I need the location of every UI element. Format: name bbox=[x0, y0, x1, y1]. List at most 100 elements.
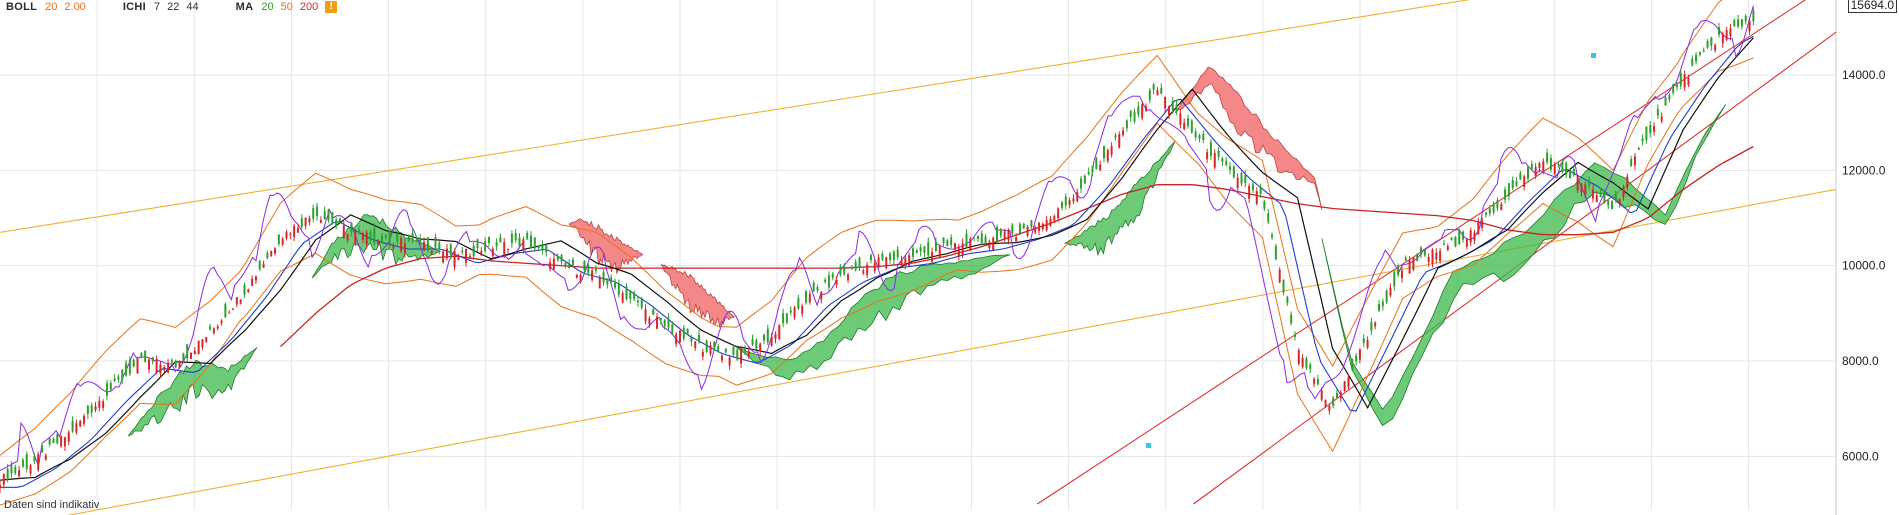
warning-icon[interactable]: ! bbox=[325, 1, 338, 13]
trend-channels bbox=[0, 0, 1837, 515]
candle-body bbox=[1339, 392, 1342, 399]
candle-body bbox=[526, 232, 529, 240]
candle-body bbox=[640, 298, 643, 308]
candle-body bbox=[877, 257, 880, 268]
kijun-line bbox=[0, 37, 1754, 481]
candle-body bbox=[602, 272, 605, 283]
legend-boll-period: 20 bbox=[45, 1, 58, 13]
candle-body bbox=[1068, 200, 1071, 205]
candle-body bbox=[529, 235, 532, 249]
candle-body bbox=[1477, 221, 1480, 235]
candle-body bbox=[514, 233, 517, 241]
candle-body bbox=[98, 400, 101, 408]
candle-body bbox=[686, 329, 689, 335]
candle-body bbox=[1496, 200, 1499, 209]
candle-body bbox=[1420, 247, 1423, 255]
candle-body bbox=[1347, 377, 1350, 387]
candle-body bbox=[323, 210, 326, 220]
candle-body bbox=[1011, 225, 1014, 234]
candle-body bbox=[999, 229, 1002, 236]
candle-body bbox=[1358, 349, 1361, 360]
candle-body bbox=[831, 273, 834, 278]
candle-body bbox=[1015, 237, 1018, 242]
candle-body bbox=[854, 261, 857, 270]
cloud-bearish bbox=[568, 218, 644, 275]
legend-boll[interactable]: BOLL 20 2.00 bbox=[6, 1, 93, 13]
candle-body bbox=[950, 237, 953, 246]
candle-body bbox=[1190, 120, 1193, 133]
candle-body bbox=[755, 340, 758, 349]
candle-body bbox=[1118, 133, 1121, 148]
candle-body bbox=[598, 277, 601, 289]
candle-body bbox=[1114, 135, 1117, 138]
candle-body bbox=[1217, 151, 1220, 157]
candle-body bbox=[591, 270, 594, 280]
candle-body bbox=[1072, 198, 1075, 202]
candle-body bbox=[1507, 183, 1510, 197]
candle-body bbox=[728, 357, 731, 366]
candle-body bbox=[1137, 106, 1140, 115]
candle-body bbox=[6, 468, 9, 481]
candle-body bbox=[1607, 200, 1610, 206]
candle-body bbox=[1251, 184, 1254, 190]
candle-body bbox=[552, 258, 555, 270]
legend-ichi-name: ICHI bbox=[122, 1, 147, 13]
candle-body bbox=[587, 265, 590, 273]
candle-body bbox=[1336, 392, 1338, 398]
candle-body bbox=[258, 260, 261, 270]
candle-body bbox=[1691, 58, 1694, 66]
trend-handle bbox=[1146, 443, 1151, 448]
y-tick-label: 10000.0 bbox=[1842, 259, 1886, 273]
candle-body bbox=[556, 255, 559, 261]
candle-body bbox=[1286, 296, 1289, 303]
candle-body bbox=[1721, 33, 1724, 44]
candle-body bbox=[545, 245, 548, 253]
candle-body bbox=[403, 243, 406, 253]
candle-body bbox=[984, 236, 987, 244]
candle-body bbox=[1198, 135, 1201, 139]
candle-body bbox=[358, 229, 361, 232]
candle-body bbox=[281, 238, 284, 245]
candle-body bbox=[816, 286, 819, 291]
candle-body bbox=[79, 421, 82, 427]
ichimoku-cloud bbox=[127, 66, 1727, 437]
candle-body bbox=[1316, 379, 1319, 385]
candle-body bbox=[900, 260, 903, 265]
candle-body bbox=[491, 248, 494, 257]
candle-body bbox=[717, 346, 720, 352]
candle-body bbox=[419, 237, 422, 245]
candle-body bbox=[1194, 131, 1197, 138]
candle-body bbox=[1106, 149, 1109, 162]
candle-body bbox=[1343, 381, 1346, 392]
candle-body bbox=[285, 232, 288, 239]
candle-body bbox=[121, 369, 124, 381]
candle-body bbox=[365, 232, 368, 245]
candle-body bbox=[1553, 164, 1556, 174]
candle-body bbox=[67, 432, 70, 442]
candle-body bbox=[988, 241, 991, 249]
candle-body bbox=[434, 237, 437, 248]
candle-body bbox=[996, 226, 999, 243]
candle-body bbox=[1729, 28, 1732, 36]
candle-body bbox=[671, 324, 674, 334]
candle-body bbox=[220, 320, 223, 324]
candle-body bbox=[1454, 237, 1457, 247]
candle-body bbox=[1618, 198, 1621, 205]
candle-body bbox=[319, 219, 322, 223]
candle-body bbox=[1271, 234, 1274, 238]
candle-body bbox=[1725, 30, 1728, 40]
trend-line-orange bbox=[0, 0, 1471, 233]
candle-body bbox=[1622, 187, 1625, 198]
candle-body bbox=[1641, 138, 1644, 142]
candle-body bbox=[889, 253, 892, 261]
candle-body bbox=[976, 236, 979, 239]
candle-body bbox=[270, 250, 273, 257]
candle-body bbox=[1225, 160, 1228, 166]
legend-ma[interactable]: MA 20 50 200 ! bbox=[236, 1, 338, 13]
candle-body bbox=[1095, 158, 1098, 169]
candle-body bbox=[128, 360, 131, 374]
legend-ichi[interactable]: ICHI 7 22 44 bbox=[123, 1, 206, 13]
candle-body bbox=[1740, 19, 1743, 27]
